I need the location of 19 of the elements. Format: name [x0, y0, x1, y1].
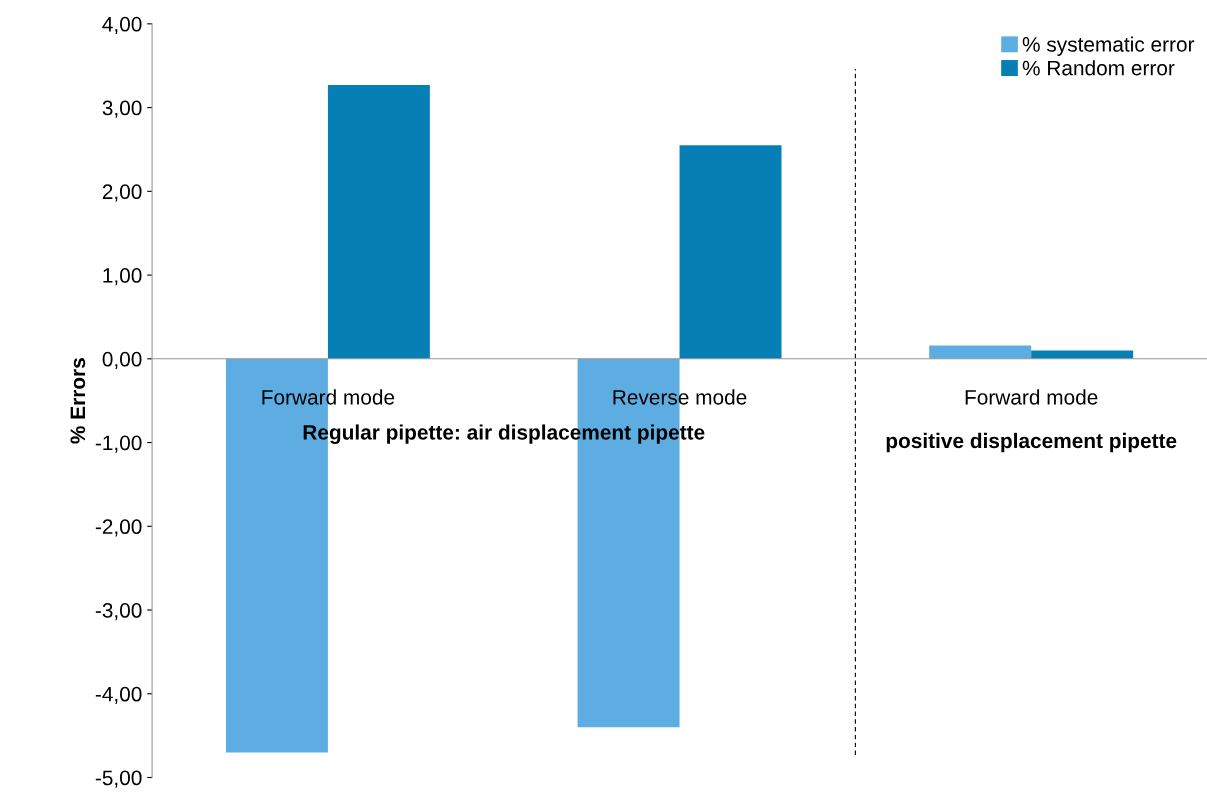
- y-tick-label: 0,00: [102, 351, 142, 370]
- y-tick-label: -5,00: [95, 770, 142, 788]
- x-tick-label: Forward mode: [965, 389, 1098, 405]
- y-tick-label: -2,00: [95, 519, 142, 537]
- y-axis-title: % Errors: [70, 358, 86, 444]
- y-tick-label: 1,00: [103, 268, 142, 286]
- y-tick-label: -1,00: [95, 435, 142, 453]
- bar: [679, 145, 782, 359]
- bar: [1031, 350, 1134, 359]
- y-tick-label: -4,00: [95, 686, 142, 704]
- legend-label: % systematic error: [1022, 36, 1195, 56]
- bar: [929, 345, 1032, 359]
- y-tick-label: 2,00: [102, 184, 142, 202]
- y-tick-label: 3,00: [102, 100, 142, 118]
- annotation: positive displacement pipette: [886, 432, 1177, 453]
- legend-label: % Random error: [1022, 60, 1175, 76]
- y-tick-label: -3,00: [95, 603, 142, 621]
- y-tick-label: 4,00: [102, 16, 142, 35]
- bar: [327, 84, 430, 359]
